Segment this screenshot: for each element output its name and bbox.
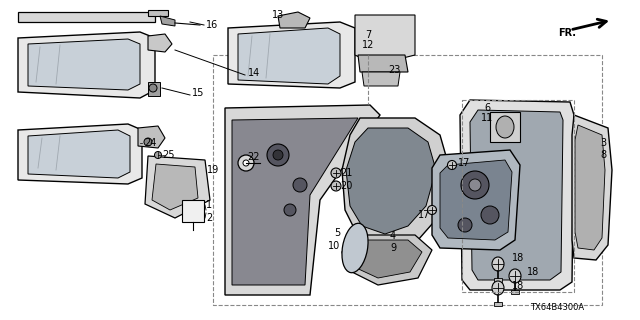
Bar xyxy=(494,302,502,306)
Text: 6: 6 xyxy=(484,103,490,113)
Text: 20: 20 xyxy=(340,181,353,191)
Bar xyxy=(213,55,602,305)
Text: 8: 8 xyxy=(600,150,606,160)
Text: 23: 23 xyxy=(388,65,401,75)
Text: 10: 10 xyxy=(328,241,340,251)
Ellipse shape xyxy=(447,161,456,170)
Ellipse shape xyxy=(461,171,489,199)
Ellipse shape xyxy=(342,223,368,273)
Polygon shape xyxy=(342,118,450,250)
Polygon shape xyxy=(225,105,380,295)
Polygon shape xyxy=(358,55,408,72)
Text: 25: 25 xyxy=(162,150,175,160)
Text: 17: 17 xyxy=(418,210,430,220)
Polygon shape xyxy=(232,118,358,285)
Polygon shape xyxy=(145,156,210,218)
Text: 18: 18 xyxy=(512,253,524,263)
Polygon shape xyxy=(138,126,165,148)
Polygon shape xyxy=(346,128,436,234)
Text: TX64B4300A: TX64B4300A xyxy=(530,303,584,313)
Ellipse shape xyxy=(509,269,521,283)
Text: 18: 18 xyxy=(512,281,524,291)
Polygon shape xyxy=(362,72,400,86)
Text: 24: 24 xyxy=(144,138,156,148)
Polygon shape xyxy=(28,130,130,178)
Ellipse shape xyxy=(428,205,436,214)
Text: 18: 18 xyxy=(527,267,540,277)
Text: FR.: FR. xyxy=(558,28,576,38)
Polygon shape xyxy=(18,12,155,22)
Ellipse shape xyxy=(154,151,161,158)
Bar xyxy=(494,278,502,282)
Ellipse shape xyxy=(492,257,504,271)
Polygon shape xyxy=(160,16,175,26)
Bar xyxy=(490,112,520,142)
Polygon shape xyxy=(575,125,605,250)
Text: 13: 13 xyxy=(272,10,284,20)
Text: 16: 16 xyxy=(206,20,218,30)
Ellipse shape xyxy=(243,160,249,166)
Ellipse shape xyxy=(293,178,307,192)
Text: 11: 11 xyxy=(481,113,493,123)
Text: 19: 19 xyxy=(207,165,220,175)
Polygon shape xyxy=(440,160,512,240)
Text: 21: 21 xyxy=(340,168,353,178)
Polygon shape xyxy=(348,240,422,278)
Ellipse shape xyxy=(267,144,289,166)
Polygon shape xyxy=(18,124,142,184)
Ellipse shape xyxy=(458,218,472,232)
Ellipse shape xyxy=(273,150,283,160)
Bar xyxy=(182,200,204,222)
Bar xyxy=(462,100,574,292)
Polygon shape xyxy=(228,22,355,88)
Polygon shape xyxy=(148,10,168,16)
Text: 7: 7 xyxy=(365,30,371,40)
Polygon shape xyxy=(28,39,140,90)
Polygon shape xyxy=(152,164,198,210)
Text: 4: 4 xyxy=(390,231,396,241)
Bar xyxy=(511,290,519,294)
Polygon shape xyxy=(148,82,160,96)
Ellipse shape xyxy=(469,179,481,191)
Ellipse shape xyxy=(481,206,499,224)
Polygon shape xyxy=(278,12,310,28)
Polygon shape xyxy=(18,32,155,98)
Polygon shape xyxy=(432,150,520,250)
Polygon shape xyxy=(342,235,432,285)
Ellipse shape xyxy=(331,181,341,191)
Text: 3: 3 xyxy=(600,138,606,148)
Polygon shape xyxy=(148,34,172,52)
Text: 12: 12 xyxy=(362,40,374,50)
Ellipse shape xyxy=(144,138,152,146)
Ellipse shape xyxy=(149,84,157,92)
Ellipse shape xyxy=(284,204,296,216)
Text: 2: 2 xyxy=(206,213,212,223)
Polygon shape xyxy=(470,110,563,280)
Text: 15: 15 xyxy=(192,88,204,98)
Polygon shape xyxy=(355,15,415,65)
Text: 22: 22 xyxy=(247,152,259,162)
Ellipse shape xyxy=(496,116,514,138)
Polygon shape xyxy=(572,115,612,260)
Text: 9: 9 xyxy=(390,243,396,253)
Ellipse shape xyxy=(331,168,341,178)
Ellipse shape xyxy=(238,155,254,171)
Text: 1: 1 xyxy=(206,200,212,210)
Text: 5: 5 xyxy=(333,228,340,238)
Ellipse shape xyxy=(492,281,504,295)
Polygon shape xyxy=(460,100,574,290)
Text: 17: 17 xyxy=(458,158,470,168)
Polygon shape xyxy=(238,28,340,84)
Text: 14: 14 xyxy=(248,68,260,78)
